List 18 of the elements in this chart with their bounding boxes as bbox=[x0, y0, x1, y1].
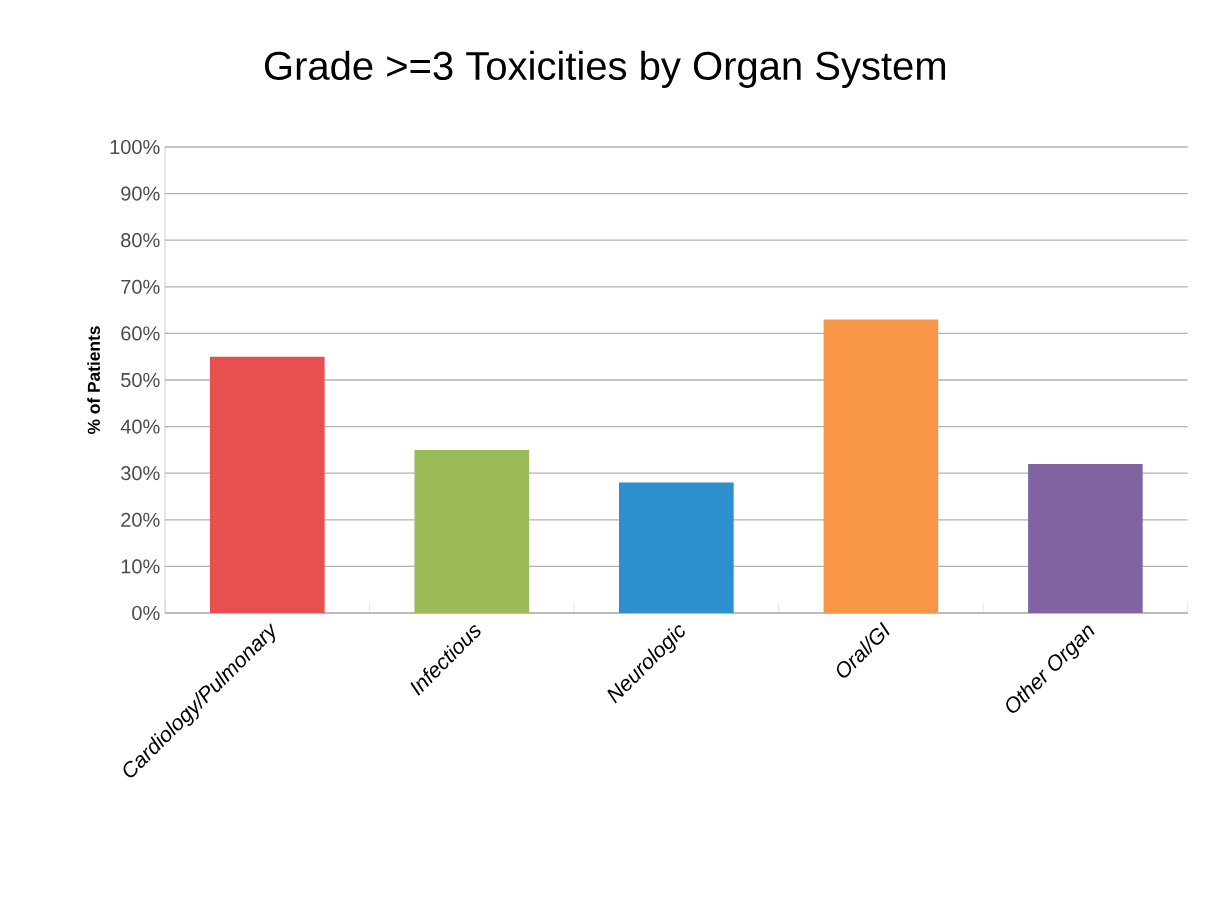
y-tick-label: 40% bbox=[120, 419, 160, 434]
bar bbox=[1028, 463, 1143, 613]
y-tick-label: 0% bbox=[132, 605, 160, 621]
bar bbox=[619, 482, 734, 613]
y-tick-label: 10% bbox=[121, 559, 160, 574]
y-tick-label: 90% bbox=[121, 186, 160, 201]
y-tick-label: 80% bbox=[121, 233, 160, 248]
y-tick-label: 70% bbox=[121, 279, 160, 294]
y-tick-label: 100% bbox=[110, 139, 160, 155]
y-tick-label: 60% bbox=[121, 326, 160, 341]
bar bbox=[209, 356, 325, 613]
y-axis-title: % of Patients bbox=[87, 326, 100, 434]
bar bbox=[414, 449, 530, 613]
y-tick-label: 20% bbox=[121, 512, 160, 527]
y-tick-label: 50% bbox=[121, 372, 160, 388]
bar bbox=[823, 319, 939, 613]
chart-title: Grade >=3 Toxicities by Organ System bbox=[264, 50, 945, 88]
y-tick-label: 30% bbox=[121, 466, 160, 481]
